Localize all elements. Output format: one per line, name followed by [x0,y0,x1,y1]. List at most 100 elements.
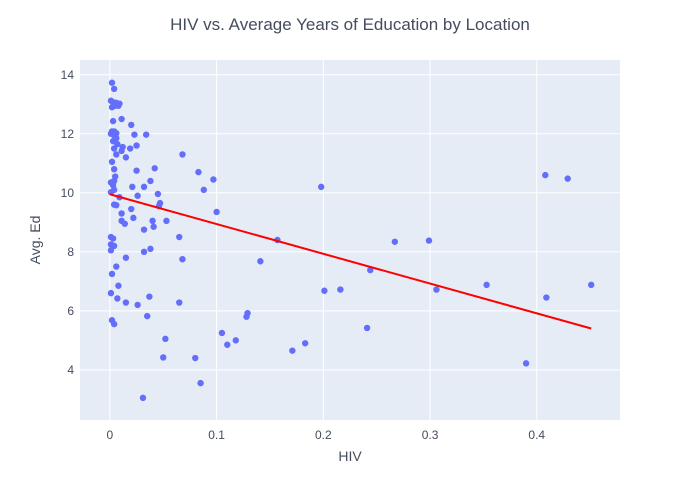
data-point [483,281,490,289]
data-point [146,293,153,300]
data-point [110,165,118,173]
data-point [195,168,202,176]
data-point [113,263,120,270]
data-point [134,192,141,199]
data-point [150,223,157,230]
data-point [179,255,186,263]
data-point [108,158,116,166]
data-point [176,233,183,241]
data-point [109,117,117,125]
data-point [133,167,140,174]
y-tick-label: 10 [61,186,75,200]
data-point [210,176,217,183]
data-point [176,299,183,306]
data-point [391,238,399,245]
data-point [543,294,550,301]
data-point [114,140,121,148]
data-point [218,329,226,337]
data-point [115,282,122,289]
data-point [151,165,158,172]
data-point [289,347,296,354]
x-tick-label: 0.3 [422,428,439,442]
data-point [321,287,328,294]
data-point [144,312,151,320]
grid [80,60,620,420]
data-point [128,205,135,213]
data-point [163,217,170,225]
data-point [122,254,130,261]
data-point [149,217,156,225]
data-point [107,289,115,297]
data-point [139,394,147,402]
data-point [128,121,135,129]
data-point [113,151,120,158]
data-point [109,235,117,242]
y-axis-label: Avg. Ed [27,216,43,265]
data-point [243,313,250,320]
data-point [118,210,125,217]
tick-labels: 0 0.1 0.2 0.3 0.4 4 6 8 10 12 14 [61,68,546,442]
data-point [140,226,148,233]
data-point [257,258,264,265]
data-point [115,102,122,109]
chart-title: HIV vs. Average Years of Education by Lo… [170,15,530,34]
data-point [147,177,154,185]
data-point [134,301,141,309]
data-point [197,379,204,387]
data-point [131,131,138,138]
data-point [192,354,199,362]
data-point [107,188,115,196]
data-point [107,247,115,254]
data-point [301,340,309,347]
y-tick-label: 12 [61,127,75,141]
data-point [154,190,162,198]
data-point [317,183,325,191]
data-point [160,354,167,361]
data-point [587,281,595,289]
x-tick-label: 0 [107,428,114,442]
data-point [110,145,118,152]
x-tick-label: 0.4 [528,428,545,442]
data-point [232,337,240,344]
x-tick-label: 0.1 [208,428,225,442]
data-point [110,85,118,93]
data-point [110,242,118,250]
data-point [126,145,134,152]
x-axis-label: HIV [338,448,362,464]
trendline-group [109,193,592,330]
data-point [147,245,154,253]
data-point [200,186,207,194]
data-point [224,341,231,348]
data-point [110,320,118,328]
data-point [133,142,140,149]
data-point [129,183,136,191]
data-point [337,286,344,293]
data-point [108,79,116,86]
y-tick-label: 4 [67,363,74,377]
data-point [564,175,571,182]
data-point [118,147,125,155]
data-point [213,208,220,216]
data-point [522,360,530,367]
data-point [425,237,433,244]
y-tick-label: 8 [67,245,74,259]
data-point [363,324,371,332]
plot-area [80,60,620,420]
scatter-points [107,79,595,402]
data-point [367,266,374,274]
data-point [140,183,148,191]
data-point [433,286,440,293]
data-point [140,248,148,256]
data-point [114,295,121,302]
data-point [121,220,129,227]
data-point [130,214,137,222]
x-tick-label: 0.2 [315,428,332,442]
data-point [113,201,120,209]
data-point [542,171,549,179]
data-point [122,299,130,306]
data-point [108,270,116,278]
data-point [179,151,186,158]
y-tick-label: 14 [61,68,75,82]
data-point [118,115,125,123]
